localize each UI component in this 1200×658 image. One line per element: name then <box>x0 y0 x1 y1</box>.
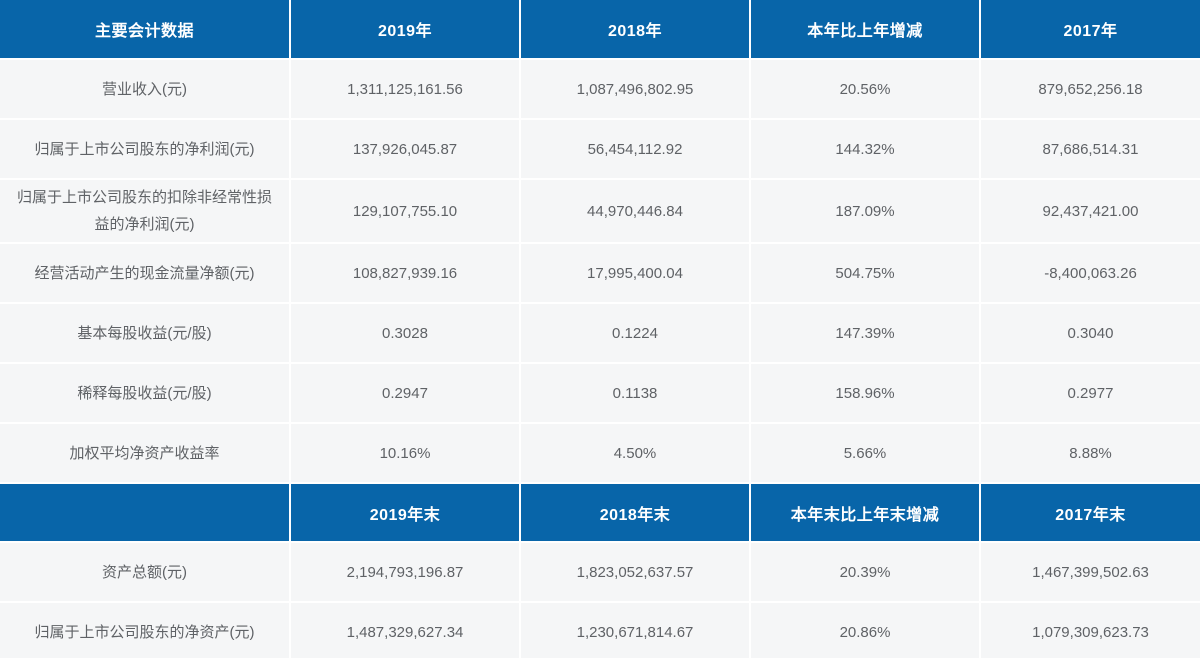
value-2018: 0.1138 <box>520 363 751 424</box>
row-label: 营业收入(元) <box>0 59 291 120</box>
value-change: 20.86% <box>750 602 981 658</box>
value-2017: 0.3040 <box>980 303 1200 364</box>
value-2017: 87,686,514.31 <box>980 119 1200 180</box>
annual-header-row: 主要会计数据 2019年 2018年 本年比上年增减 2017年 <box>0 0 1200 60</box>
table-row-net-assets: 归属于上市公司股东的净资产(元) 1,487,329,627.34 1,230,… <box>0 602 1200 658</box>
annual-header-change: 本年比上年增减 <box>750 0 981 60</box>
value-2017: 0.2977 <box>980 363 1200 424</box>
row-label: 基本每股收益(元/股) <box>0 303 291 364</box>
value-2019: 129,107,755.10 <box>290 179 521 244</box>
table-row-net-profit-excl-nonrecurring: 归属于上市公司股东的扣除非经常性损益的净利润(元) 129,107,755.10… <box>0 179 1200 244</box>
table-row-operating-cash-flow: 经营活动产生的现金流量净额(元) 108,827,939.16 17,995,4… <box>0 243 1200 304</box>
value-2017: 1,079,309,623.73 <box>980 602 1200 658</box>
value-2018: 44,970,446.84 <box>520 179 751 244</box>
eoy-header-change: 本年末比上年末增减 <box>750 483 981 543</box>
annual-header-title: 主要会计数据 <box>0 0 291 60</box>
value-change: 144.32% <box>750 119 981 180</box>
value-change: 5.66% <box>750 423 981 484</box>
row-label: 归属于上市公司股东的净资产(元) <box>0 602 291 658</box>
table-row-weighted-avg-roe: 加权平均净资产收益率 10.16% 4.50% 5.66% 8.88% <box>0 423 1200 484</box>
value-change: 20.56% <box>750 59 981 120</box>
table-row-basic-eps: 基本每股收益(元/股) 0.3028 0.1224 147.39% 0.3040 <box>0 303 1200 364</box>
value-2018: 1,230,671,814.67 <box>520 602 751 658</box>
value-2019: 10.16% <box>290 423 521 484</box>
value-2018: 4.50% <box>520 423 751 484</box>
value-2018: 1,823,052,637.57 <box>520 542 751 603</box>
value-2019: 0.3028 <box>290 303 521 364</box>
eoy-header-blank <box>0 483 291 543</box>
row-label: 归属于上市公司股东的净利润(元) <box>0 119 291 180</box>
value-change: 147.39% <box>750 303 981 364</box>
value-change: 158.96% <box>750 363 981 424</box>
eoy-header-2019: 2019年末 <box>290 483 521 543</box>
value-2017: -8,400,063.26 <box>980 243 1200 304</box>
eoy-header-2018: 2018年末 <box>520 483 751 543</box>
value-2019: 1,487,329,627.34 <box>290 602 521 658</box>
value-2018: 56,454,112.92 <box>520 119 751 180</box>
value-2018: 17,995,400.04 <box>520 243 751 304</box>
value-2019: 108,827,939.16 <box>290 243 521 304</box>
value-2019: 1,311,125,161.56 <box>290 59 521 120</box>
value-change: 504.75% <box>750 243 981 304</box>
eoy-header-2017: 2017年末 <box>980 483 1200 543</box>
value-2019: 0.2947 <box>290 363 521 424</box>
value-change: 187.09% <box>750 179 981 244</box>
value-2018: 1,087,496,802.95 <box>520 59 751 120</box>
value-2017: 1,467,399,502.63 <box>980 542 1200 603</box>
annual-header-2017: 2017年 <box>980 0 1200 60</box>
value-2017: 8.88% <box>980 423 1200 484</box>
annual-header-2018: 2018年 <box>520 0 751 60</box>
value-2017: 879,652,256.18 <box>980 59 1200 120</box>
table-row-net-profit: 归属于上市公司股东的净利润(元) 137,926,045.87 56,454,1… <box>0 119 1200 180</box>
row-label: 归属于上市公司股东的扣除非经常性损益的净利润(元) <box>0 179 291 244</box>
value-2019: 137,926,045.87 <box>290 119 521 180</box>
eoy-header-row: 2019年末 2018年末 本年末比上年末增减 2017年末 <box>0 483 1200 543</box>
row-label: 资产总额(元) <box>0 542 291 603</box>
annual-header-2019: 2019年 <box>290 0 521 60</box>
value-2018: 0.1224 <box>520 303 751 364</box>
table-row-total-assets: 资产总额(元) 2,194,793,196.87 1,823,052,637.5… <box>0 542 1200 603</box>
value-2017: 92,437,421.00 <box>980 179 1200 244</box>
table-row-diluted-eps: 稀释每股收益(元/股) 0.2947 0.1138 158.96% 0.2977 <box>0 363 1200 424</box>
value-2019: 2,194,793,196.87 <box>290 542 521 603</box>
row-label: 经营活动产生的现金流量净额(元) <box>0 243 291 304</box>
row-label: 稀释每股收益(元/股) <box>0 363 291 424</box>
row-label: 加权平均净资产收益率 <box>0 423 291 484</box>
table-row-operating-revenue: 营业收入(元) 1,311,125,161.56 1,087,496,802.9… <box>0 59 1200 120</box>
value-change: 20.39% <box>750 542 981 603</box>
